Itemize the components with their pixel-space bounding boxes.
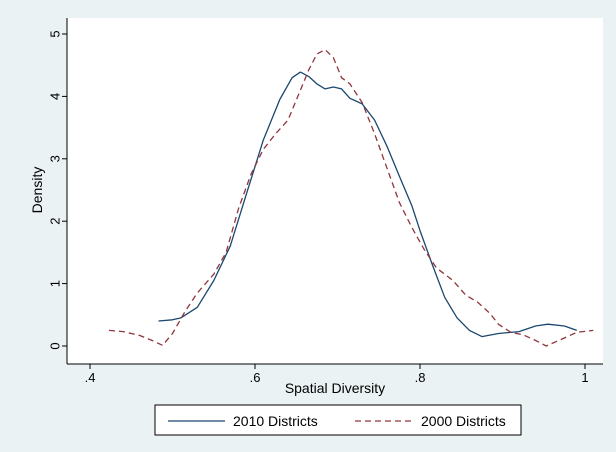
plot-area [67,18,603,364]
legend-label-2000-districts: 2000 Districts [421,413,506,429]
x-tick-label: .4 [85,370,96,385]
series-line-2000-districts [108,48,594,347]
y-tick-label: 5 [47,30,62,37]
y-tick-label: 1 [47,280,62,287]
y-axis-title: Density [29,167,45,214]
legend-box [154,404,522,436]
legend-label-2010-districts: 2010 Districts [233,413,318,429]
x-tick-label: .6 [250,370,261,385]
x-tick-label: .8 [415,370,426,385]
y-tick-label: 3 [47,155,62,162]
series-line-2010-districts [158,71,578,338]
x-tick-label: 1 [581,370,588,385]
y-tick-label: 4 [47,93,62,100]
x-axis-title: Spatial Diversity [285,380,385,396]
legend: 2010 Districts 2000 Districts [154,404,522,436]
y-tick-label: 2 [47,218,62,225]
y-tick-label: 0 [47,342,62,349]
